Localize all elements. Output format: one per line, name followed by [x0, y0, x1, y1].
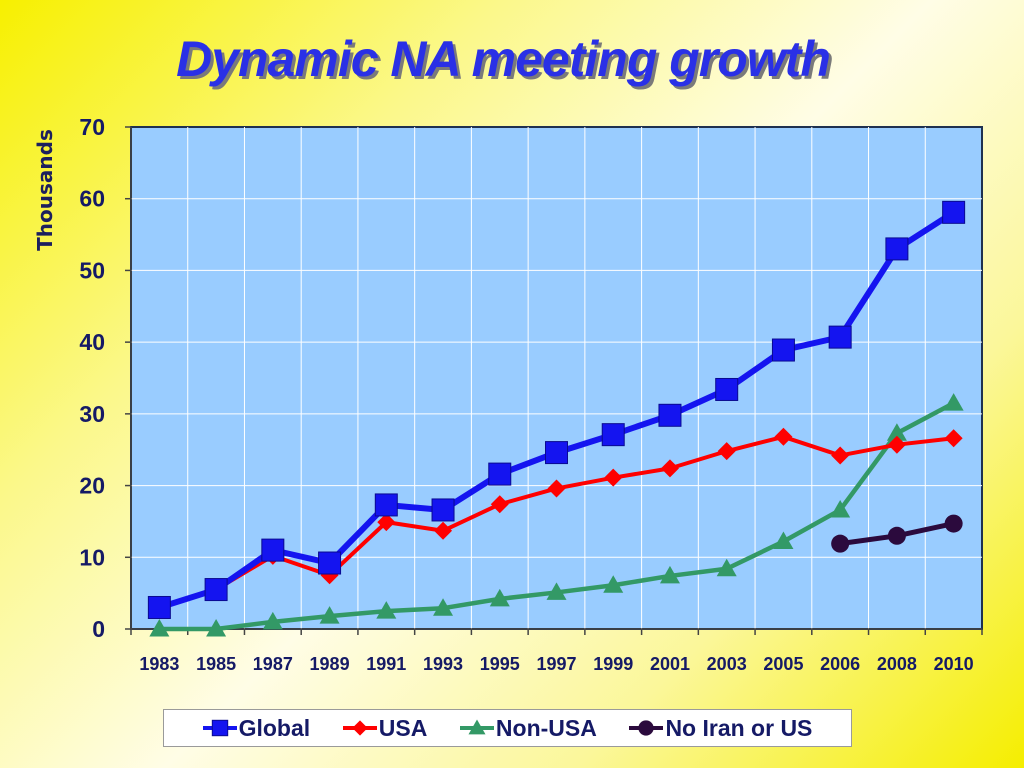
- y-tick-label: 50: [79, 257, 105, 283]
- x-tick-label: 1993: [423, 654, 463, 674]
- data-point-non-usa: [943, 393, 964, 411]
- x-tick-label: 1995: [480, 654, 520, 674]
- y-tick-label: 20: [79, 473, 105, 499]
- data-point-non-usa: [886, 423, 907, 441]
- legend-label: Non-USA: [495, 714, 597, 741]
- data-point-usa: [660, 459, 679, 478]
- data-point-non-usa: [149, 619, 170, 637]
- data-point-non-usa: [659, 565, 680, 584]
- data-point-global: [715, 377, 739, 401]
- data-point-global: [828, 325, 852, 349]
- x-tick-label: 1987: [253, 654, 293, 674]
- data-point-non-usa: [376, 601, 397, 619]
- data-point-non-usa: [489, 588, 510, 607]
- data-point-non-usa: [319, 606, 340, 624]
- data-point-no-iran-or-us: [831, 534, 850, 553]
- y-axis-title: Thousands: [33, 129, 57, 251]
- data-point-usa: [434, 521, 453, 540]
- x-tick-label: 1999: [593, 654, 633, 674]
- data-point-non-usa: [206, 619, 227, 637]
- y-tick-label: 0: [92, 616, 105, 642]
- x-tick-label: 1985: [196, 654, 236, 674]
- data-point-global: [488, 462, 512, 486]
- data-point-global: [204, 578, 228, 602]
- legend-label: Global: [238, 714, 311, 741]
- x-tick-label: 1997: [536, 654, 576, 674]
- data-point-usa: [547, 479, 566, 498]
- data-point-global: [545, 441, 568, 465]
- data-point-global: [658, 403, 682, 427]
- x-tick-label: 2003: [707, 654, 747, 674]
- legend-swatch-marker: [211, 719, 228, 737]
- data-point-usa: [490, 495, 509, 514]
- line-chart: 0 10 20 30 40 50 60 70 1983 1985 1987 1989 1991 1993 1…: [33, 114, 983, 674]
- legend-item-no-iran-or-us: No Iran or US: [629, 715, 812, 742]
- legend-item-global: Global: [202, 714, 311, 742]
- data-point-non-usa: [830, 499, 851, 518]
- legend-item-non-usa: Non-USA: [459, 714, 597, 742]
- data-point-global: [431, 498, 455, 522]
- data-point-usa: [944, 429, 963, 448]
- legend-swatch-global: [202, 719, 237, 737]
- data-point-non-usa: [716, 558, 737, 577]
- data-point-usa: [604, 468, 623, 487]
- legend-swatch-non-usa: [459, 719, 494, 735]
- data-point-usa: [831, 446, 850, 465]
- data-point-usa: [774, 427, 793, 446]
- data-point-global: [771, 338, 795, 362]
- y-tick-label: 60: [79, 186, 105, 212]
- legend-item-usa: USA: [342, 714, 428, 742]
- x-tick-label: 1983: [139, 654, 179, 674]
- data-point-non-usa: [262, 611, 283, 630]
- plot-area: [130, 126, 983, 630]
- x-tick-label: 2005: [763, 654, 803, 674]
- data-point-global: [942, 200, 966, 224]
- legend-swatch-marker: [352, 720, 368, 736]
- legend-swatch-no-iran-or-us: [629, 720, 664, 736]
- y-tick-label: 30: [79, 401, 105, 427]
- slide-title: Dynamic NA meeting growth: [176, 31, 831, 87]
- legend-swatch-marker: [638, 720, 655, 736]
- chart-legend: Global USA Non-USA No Iran or US: [163, 709, 852, 747]
- data-point-usa: [377, 513, 396, 532]
- legend-swatch-usa: [342, 720, 377, 736]
- data-point-no-iran-or-us: [887, 526, 906, 545]
- data-point-usa: [887, 435, 906, 454]
- legend-label: USA: [378, 714, 428, 741]
- x-tick-label: 1991: [366, 654, 406, 674]
- x-tick-label: 2006: [820, 654, 860, 674]
- data-point-no-iran-or-us: [944, 514, 963, 533]
- data-point-non-usa: [603, 575, 624, 593]
- data-point-global: [318, 551, 342, 575]
- x-tick-label: 2008: [877, 654, 917, 674]
- x-tick-label: 2001: [650, 654, 690, 674]
- data-point-non-usa: [546, 582, 567, 600]
- x-tick-label: 1989: [310, 654, 350, 674]
- y-tick-label: 70: [79, 114, 105, 140]
- data-point-global: [261, 538, 285, 562]
- data-point-non-usa: [773, 531, 794, 550]
- legend-swatch-marker: [468, 719, 486, 735]
- data-point-global: [374, 493, 398, 517]
- data-point-non-usa: [433, 598, 454, 616]
- data-point-usa: [717, 442, 736, 461]
- data-point-global: [147, 595, 171, 619]
- data-point-global: [601, 423, 625, 447]
- y-tick-label: 40: [79, 329, 105, 355]
- x-tick-label: 2010: [934, 654, 974, 674]
- data-point-global: [885, 237, 909, 261]
- legend-label: No Iran or US: [665, 714, 813, 741]
- y-tick-label: 10: [79, 544, 105, 570]
